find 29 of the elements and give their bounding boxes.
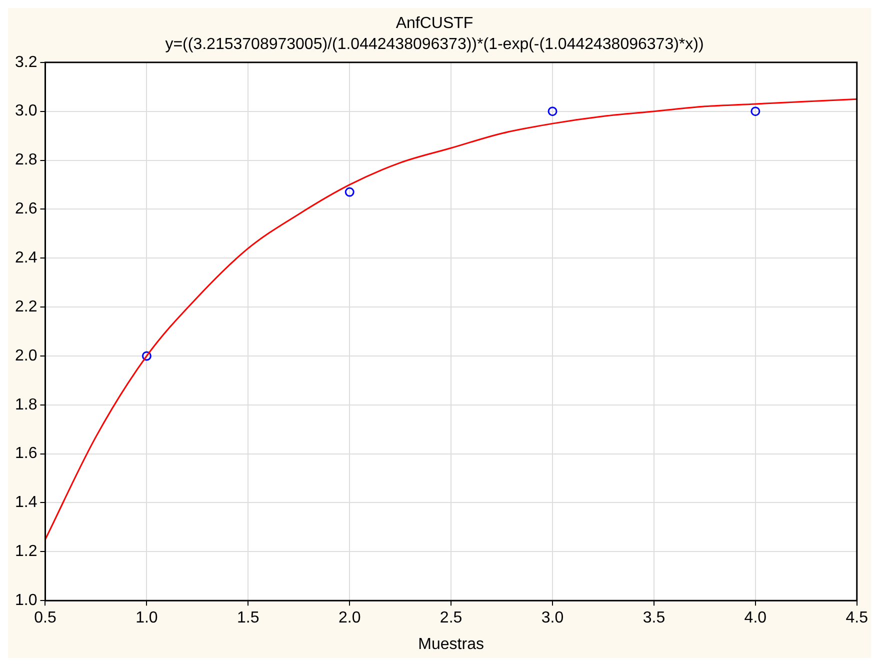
y-tick-label: 1.0 — [14, 592, 38, 610]
y-tick-label: 2.4 — [14, 250, 38, 267]
y-tick-label: 2.0 — [14, 347, 38, 364]
x-tick-label: 4.5 — [846, 610, 868, 627]
y-tick-label: 2.8 — [14, 152, 38, 169]
x-tick-label: 1.0 — [136, 610, 158, 627]
y-tick-label: 3.0 — [14, 102, 38, 120]
chart-title: AnfCUSTF — [396, 15, 474, 32]
y-tick-label: 2.6 — [14, 200, 38, 218]
line-series — [45, 98, 857, 540]
y-tick-label: 3.2 — [14, 54, 38, 71]
x-tick-label: 2.5 — [440, 610, 462, 627]
x-axis-title: Muestras — [418, 636, 484, 653]
x-tick-label: 4.0 — [744, 610, 767, 627]
point — [142, 351, 152, 361]
y-tick-label: 1.2 — [14, 543, 38, 560]
x-tick-label: 1.5 — [237, 610, 260, 627]
x-tick-label: 3.0 — [541, 610, 564, 627]
y-tick-label: 1.8 — [14, 396, 38, 414]
x-tick-label: 3.5 — [642, 610, 666, 627]
y-tick-label: 2.2 — [14, 298, 38, 316]
x-tick-label: 2.0 — [338, 610, 361, 627]
chart-subtitle: y=((3.2153708973005)/(1.0442438096373))*(1-exp(-(1.0442438096373)*x)) — [165, 36, 704, 54]
point — [750, 106, 760, 116]
point — [548, 106, 558, 116]
y-tick-label: 1.6 — [14, 445, 38, 462]
y-tick-label: 1.4 — [14, 494, 38, 512]
point — [344, 187, 354, 197]
x-tick-label: 0.5 — [34, 610, 56, 627]
